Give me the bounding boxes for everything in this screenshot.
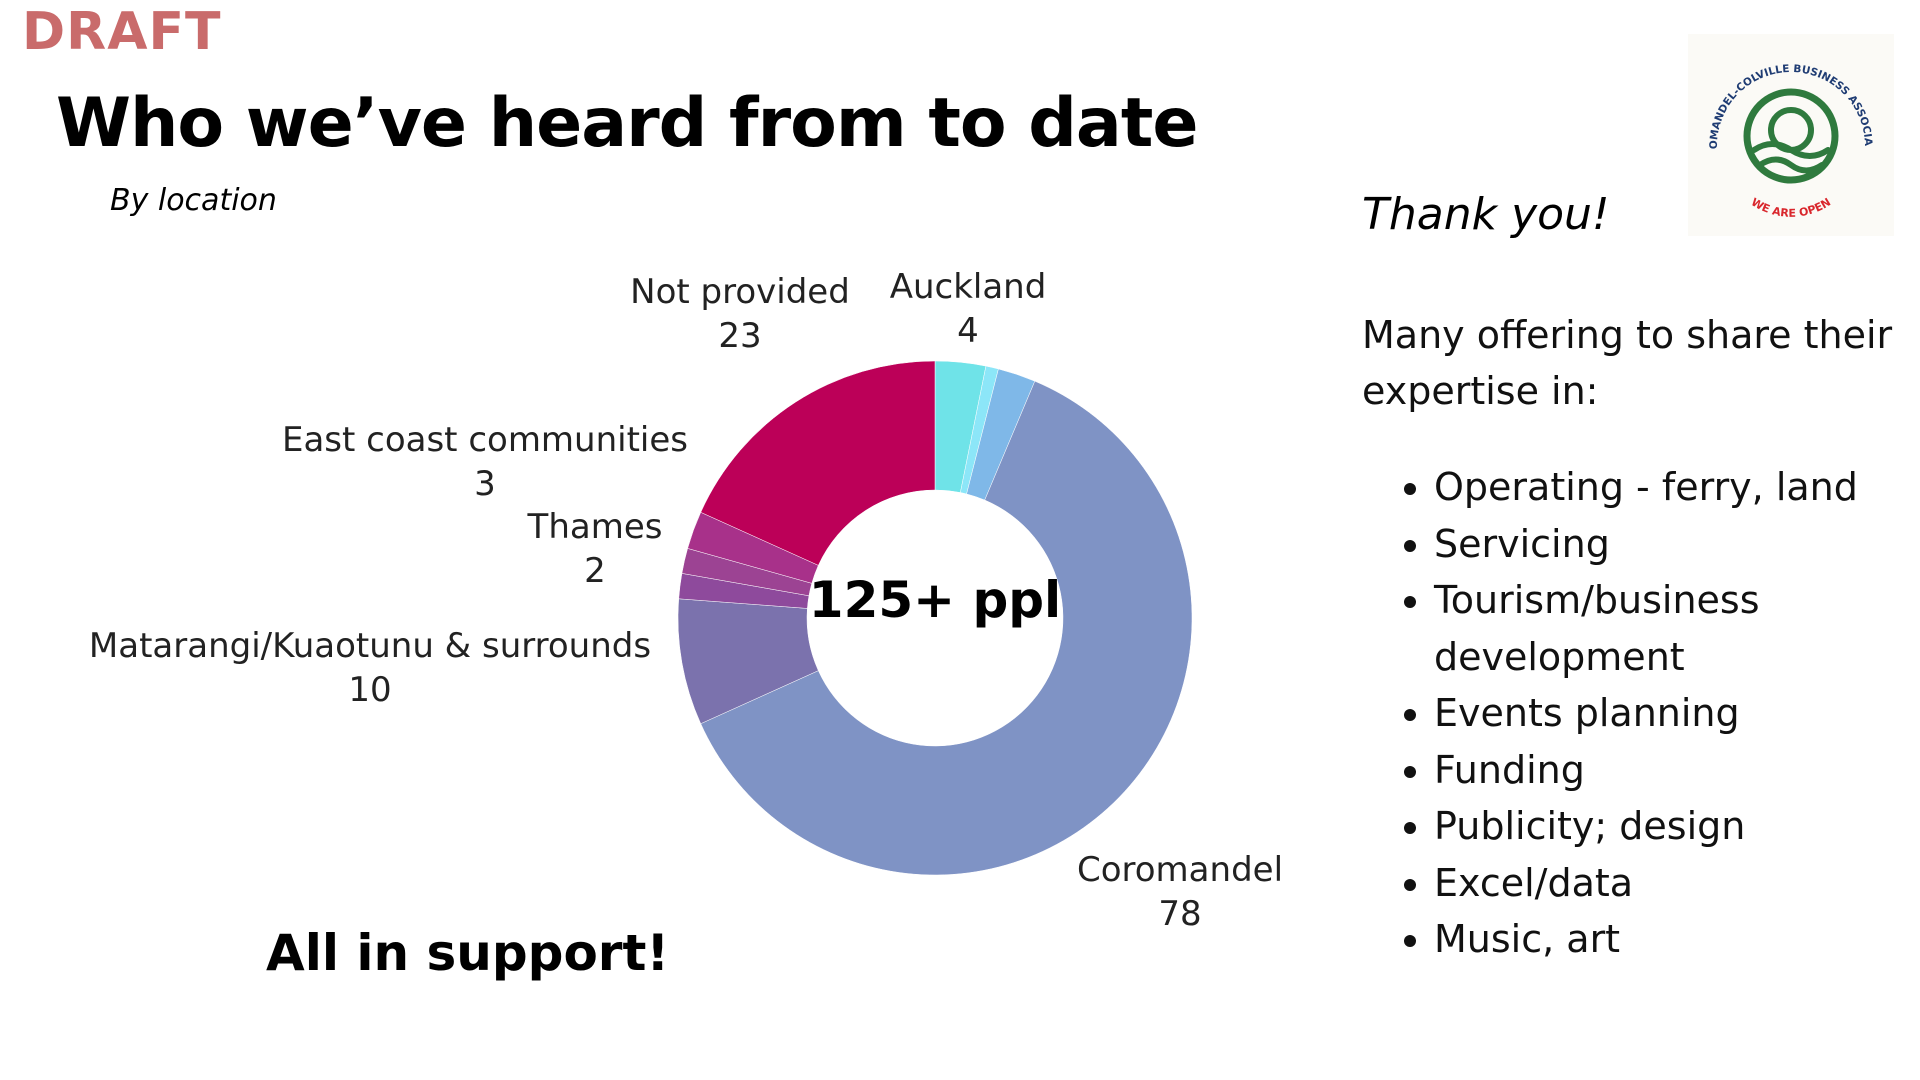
expertise-list: Operating - ferry, land Servicing Touris…	[1362, 459, 1902, 968]
list-item: Operating - ferry, land	[1434, 459, 1902, 516]
slice-label-coromandel: Coromandel 78	[1060, 848, 1300, 936]
logo-mark-icon	[1743, 88, 1839, 184]
slice-label-text: Matarangi/Kuaotunu & surrounds	[88, 626, 652, 666]
draft-label: DRAFT	[22, 2, 222, 62]
slice-label-text: East coast communities	[281, 420, 689, 460]
slice-label-matarangi: Matarangi/Kuaotunu & surrounds 10	[60, 624, 680, 712]
donut-center-label: 125+ ppl	[808, 571, 1062, 629]
slice-label-text: Auckland	[889, 267, 1047, 307]
slice-label-value: 10	[348, 670, 392, 710]
thank-you-text: Thank you!	[1362, 189, 1610, 240]
list-item: Servicing	[1434, 516, 1902, 573]
coromandel-colville-logo-icon: COROMANDEL-COLVILLE BUSINESS ASSOCIATION…	[1684, 25, 1894, 236]
slice-label-value: 78	[1158, 894, 1202, 934]
donut-slice-coromandel	[700, 380, 1193, 876]
support-statement: All in support!	[266, 924, 670, 982]
list-item: Events planning	[1434, 685, 1902, 742]
list-item: Excel/data	[1434, 855, 1902, 912]
chart-subtitle: By location	[110, 183, 277, 218]
list-item: Music, art	[1434, 911, 1902, 968]
right-panel: Thank you! Many offering to share their …	[1362, 185, 1902, 968]
donut-chart: 125+ ppl Not provided 23 Auckland 4 East…	[60, 265, 1300, 936]
page-title: Who we’ve heard from to date	[56, 84, 1198, 163]
list-item: Funding	[1434, 742, 1902, 799]
slice-label-not-provided: Not provided 23	[620, 270, 860, 358]
slice-label-thames: Thames 2	[505, 505, 685, 593]
slice-label-value: 2	[584, 551, 606, 591]
slice-label-auckland: Auckland 4	[878, 265, 1058, 353]
slice-label-value: 3	[474, 464, 496, 504]
logo-svg: COROMANDEL-COLVILLE BUSINESS ASSOCIATION…	[1684, 25, 1875, 220]
donut-slice-not-provided	[700, 360, 936, 566]
slice-label-text: Not provided	[630, 272, 850, 312]
list-item: Publicity; design	[1434, 798, 1902, 855]
slice-label-value: 23	[718, 316, 762, 356]
slice-label-east-coast: East coast communities 3	[270, 418, 700, 506]
slice-label-value: 4	[957, 311, 979, 351]
slice-label-text: Coromandel	[1076, 850, 1284, 890]
list-item: Tourism/business development	[1434, 572, 1902, 685]
logo-bottom-text: WE ARE OPEN	[1749, 196, 1833, 220]
donut-chart-svg	[677, 360, 1193, 876]
slice-label-text: Thames	[527, 507, 663, 547]
expertise-intro: Many offering to share their expertise i…	[1362, 313, 1893, 413]
